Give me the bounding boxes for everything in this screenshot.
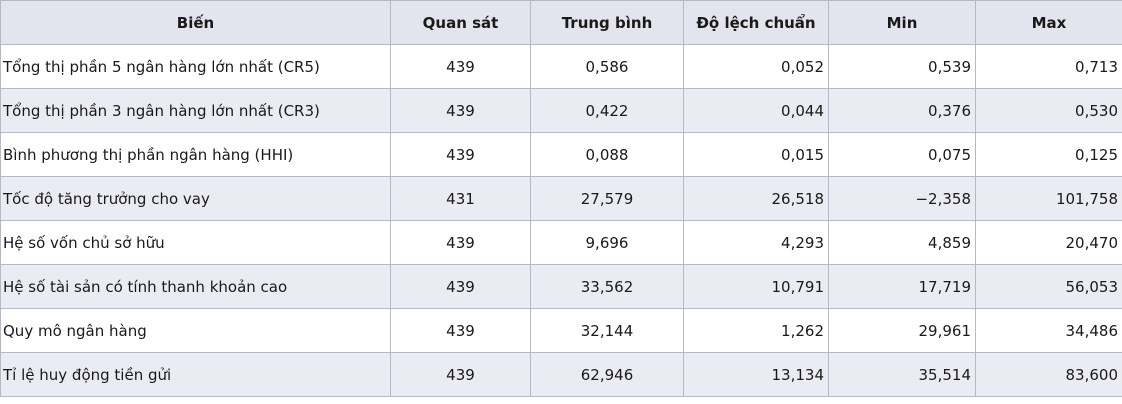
table-cell: 35,514 bbox=[828, 352, 976, 397]
table-cell: 4,859 bbox=[828, 220, 976, 265]
table-cell: 0,586 bbox=[530, 44, 684, 89]
table-row: Hệ số tài sản có tính thanh khoản cao 439… bbox=[0, 264, 1122, 309]
table-cell: 101,758 bbox=[975, 176, 1122, 221]
table-cell: 0,075 bbox=[828, 132, 976, 177]
table-cell: 13,134 bbox=[683, 352, 829, 397]
table-cell: 439 bbox=[390, 132, 531, 177]
table-row: Hệ số vốn chủ sở hữu 439 9,696 4,293 4,859 20… bbox=[0, 220, 1122, 265]
table-row: Quy mô ngân hàng 439 32,144 1,262 29,961 34,4… bbox=[0, 308, 1122, 353]
table-cell: 17,719 bbox=[828, 264, 976, 309]
table-cell: 0,088 bbox=[530, 132, 684, 177]
header-cell: Trung bình bbox=[530, 0, 684, 45]
table-cell: 26,518 bbox=[683, 176, 829, 221]
table-cell: 83,600 bbox=[975, 352, 1122, 397]
table-cell: 20,470 bbox=[975, 220, 1122, 265]
table-row: Tỉ lệ huy động tiền gửi 439 62,946 13,134 35… bbox=[0, 352, 1122, 397]
header-cell: Min bbox=[828, 0, 976, 45]
table-row: Tốc độ tăng trưởng cho vay 431 27,579 26,51… bbox=[0, 176, 1122, 221]
table-cell: 439 bbox=[390, 352, 531, 397]
table-cell: 34,486 bbox=[975, 308, 1122, 353]
header-cell: Biến bbox=[0, 0, 391, 45]
table-cell: Quy mô ngân hàng bbox=[0, 308, 391, 353]
table-cell: 0,125 bbox=[975, 132, 1122, 177]
table-cell: 29,961 bbox=[828, 308, 976, 353]
table-cell: 439 bbox=[390, 88, 531, 133]
table-cell: 439 bbox=[390, 220, 531, 265]
table-cell: 62,946 bbox=[530, 352, 684, 397]
header-cell: Quan sát bbox=[390, 0, 531, 45]
header-cell: Độ lệch chuẩn bbox=[683, 0, 829, 45]
table-row: Tổng thị phần 3 ngân hàng lớn nhất (CR3)… bbox=[0, 88, 1122, 133]
table-cell: −2,358 bbox=[828, 176, 976, 221]
table-cell: Hệ số tài sản có tính thanh khoản cao bbox=[0, 264, 391, 309]
table-cell: 0,539 bbox=[828, 44, 976, 89]
table-cell: 10,791 bbox=[683, 264, 829, 309]
table-cell: 32,144 bbox=[530, 308, 684, 353]
table-cell: 439 bbox=[390, 264, 531, 309]
table-cell: 0,376 bbox=[828, 88, 976, 133]
table-cell: Tốc độ tăng trưởng cho vay bbox=[0, 176, 391, 221]
table-cell: 431 bbox=[390, 176, 531, 221]
header-cell: Max bbox=[975, 0, 1122, 45]
table-cell: Bình phương thị phần ngân hàng (HHI) bbox=[0, 132, 391, 177]
header-row: Biến Quan sát Trung bình Độ lệch chuẩn Min Ma… bbox=[0, 0, 1122, 45]
table-cell: 0,422 bbox=[530, 88, 684, 133]
table-cell: 0,015 bbox=[683, 132, 829, 177]
table-cell: 0,530 bbox=[975, 88, 1122, 133]
table-cell: 27,579 bbox=[530, 176, 684, 221]
table-row: Bình phương thị phần ngân hàng (HHI) 439 0… bbox=[0, 132, 1122, 177]
table-body: Tổng thị phần 5 ngân hàng lớn nhất (CR5)… bbox=[0, 44, 1122, 397]
table-cell: Hệ số vốn chủ sở hữu bbox=[0, 220, 391, 265]
table-cell: 0,044 bbox=[683, 88, 829, 133]
table-cell: 4,293 bbox=[683, 220, 829, 265]
table-cell: 33,562 bbox=[530, 264, 684, 309]
table-cell: 439 bbox=[390, 44, 531, 89]
table-cell: 56,053 bbox=[975, 264, 1122, 309]
table-cell: Tổng thị phần 5 ngân hàng lớn nhất (CR5) bbox=[0, 44, 391, 89]
table-row: Tổng thị phần 5 ngân hàng lớn nhất (CR5)… bbox=[0, 44, 1122, 89]
table-cell: 9,696 bbox=[530, 220, 684, 265]
table-cell: 1,262 bbox=[683, 308, 829, 353]
table-cell: 0,052 bbox=[683, 44, 829, 89]
table-cell: Tỉ lệ huy động tiền gửi bbox=[0, 352, 391, 397]
table-cell: 0,713 bbox=[975, 44, 1122, 89]
table-cell: Tổng thị phần 3 ngân hàng lớn nhất (CR3) bbox=[0, 88, 391, 133]
table-cell: 439 bbox=[390, 308, 531, 353]
